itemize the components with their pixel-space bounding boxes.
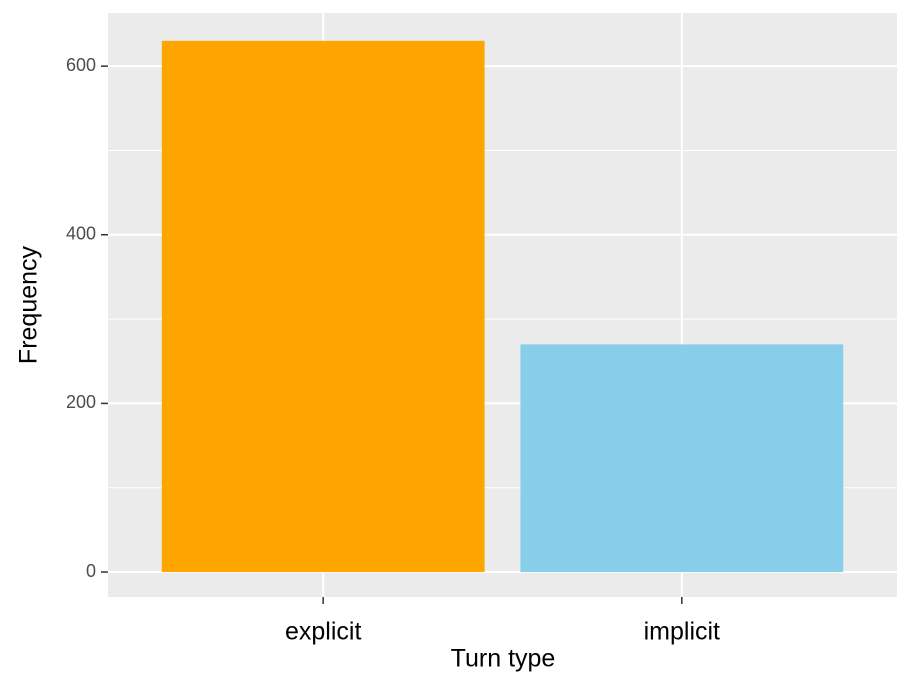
y-tick-label: 0 (86, 561, 96, 581)
bar (161, 40, 485, 573)
y-tick-label: 200 (66, 392, 96, 412)
y-tick-label: 600 (66, 55, 96, 75)
bar (520, 344, 844, 573)
x-axis-title: Turn type (451, 645, 556, 673)
y-tick-label: 400 (66, 224, 96, 244)
x-tick-label: explicit (285, 618, 361, 646)
chart-layer: 0 200 400 600 explicit implicit (66, 13, 897, 646)
x-tick-label: implicit (644, 618, 720, 646)
y-axis-title: Frequency (15, 245, 43, 364)
